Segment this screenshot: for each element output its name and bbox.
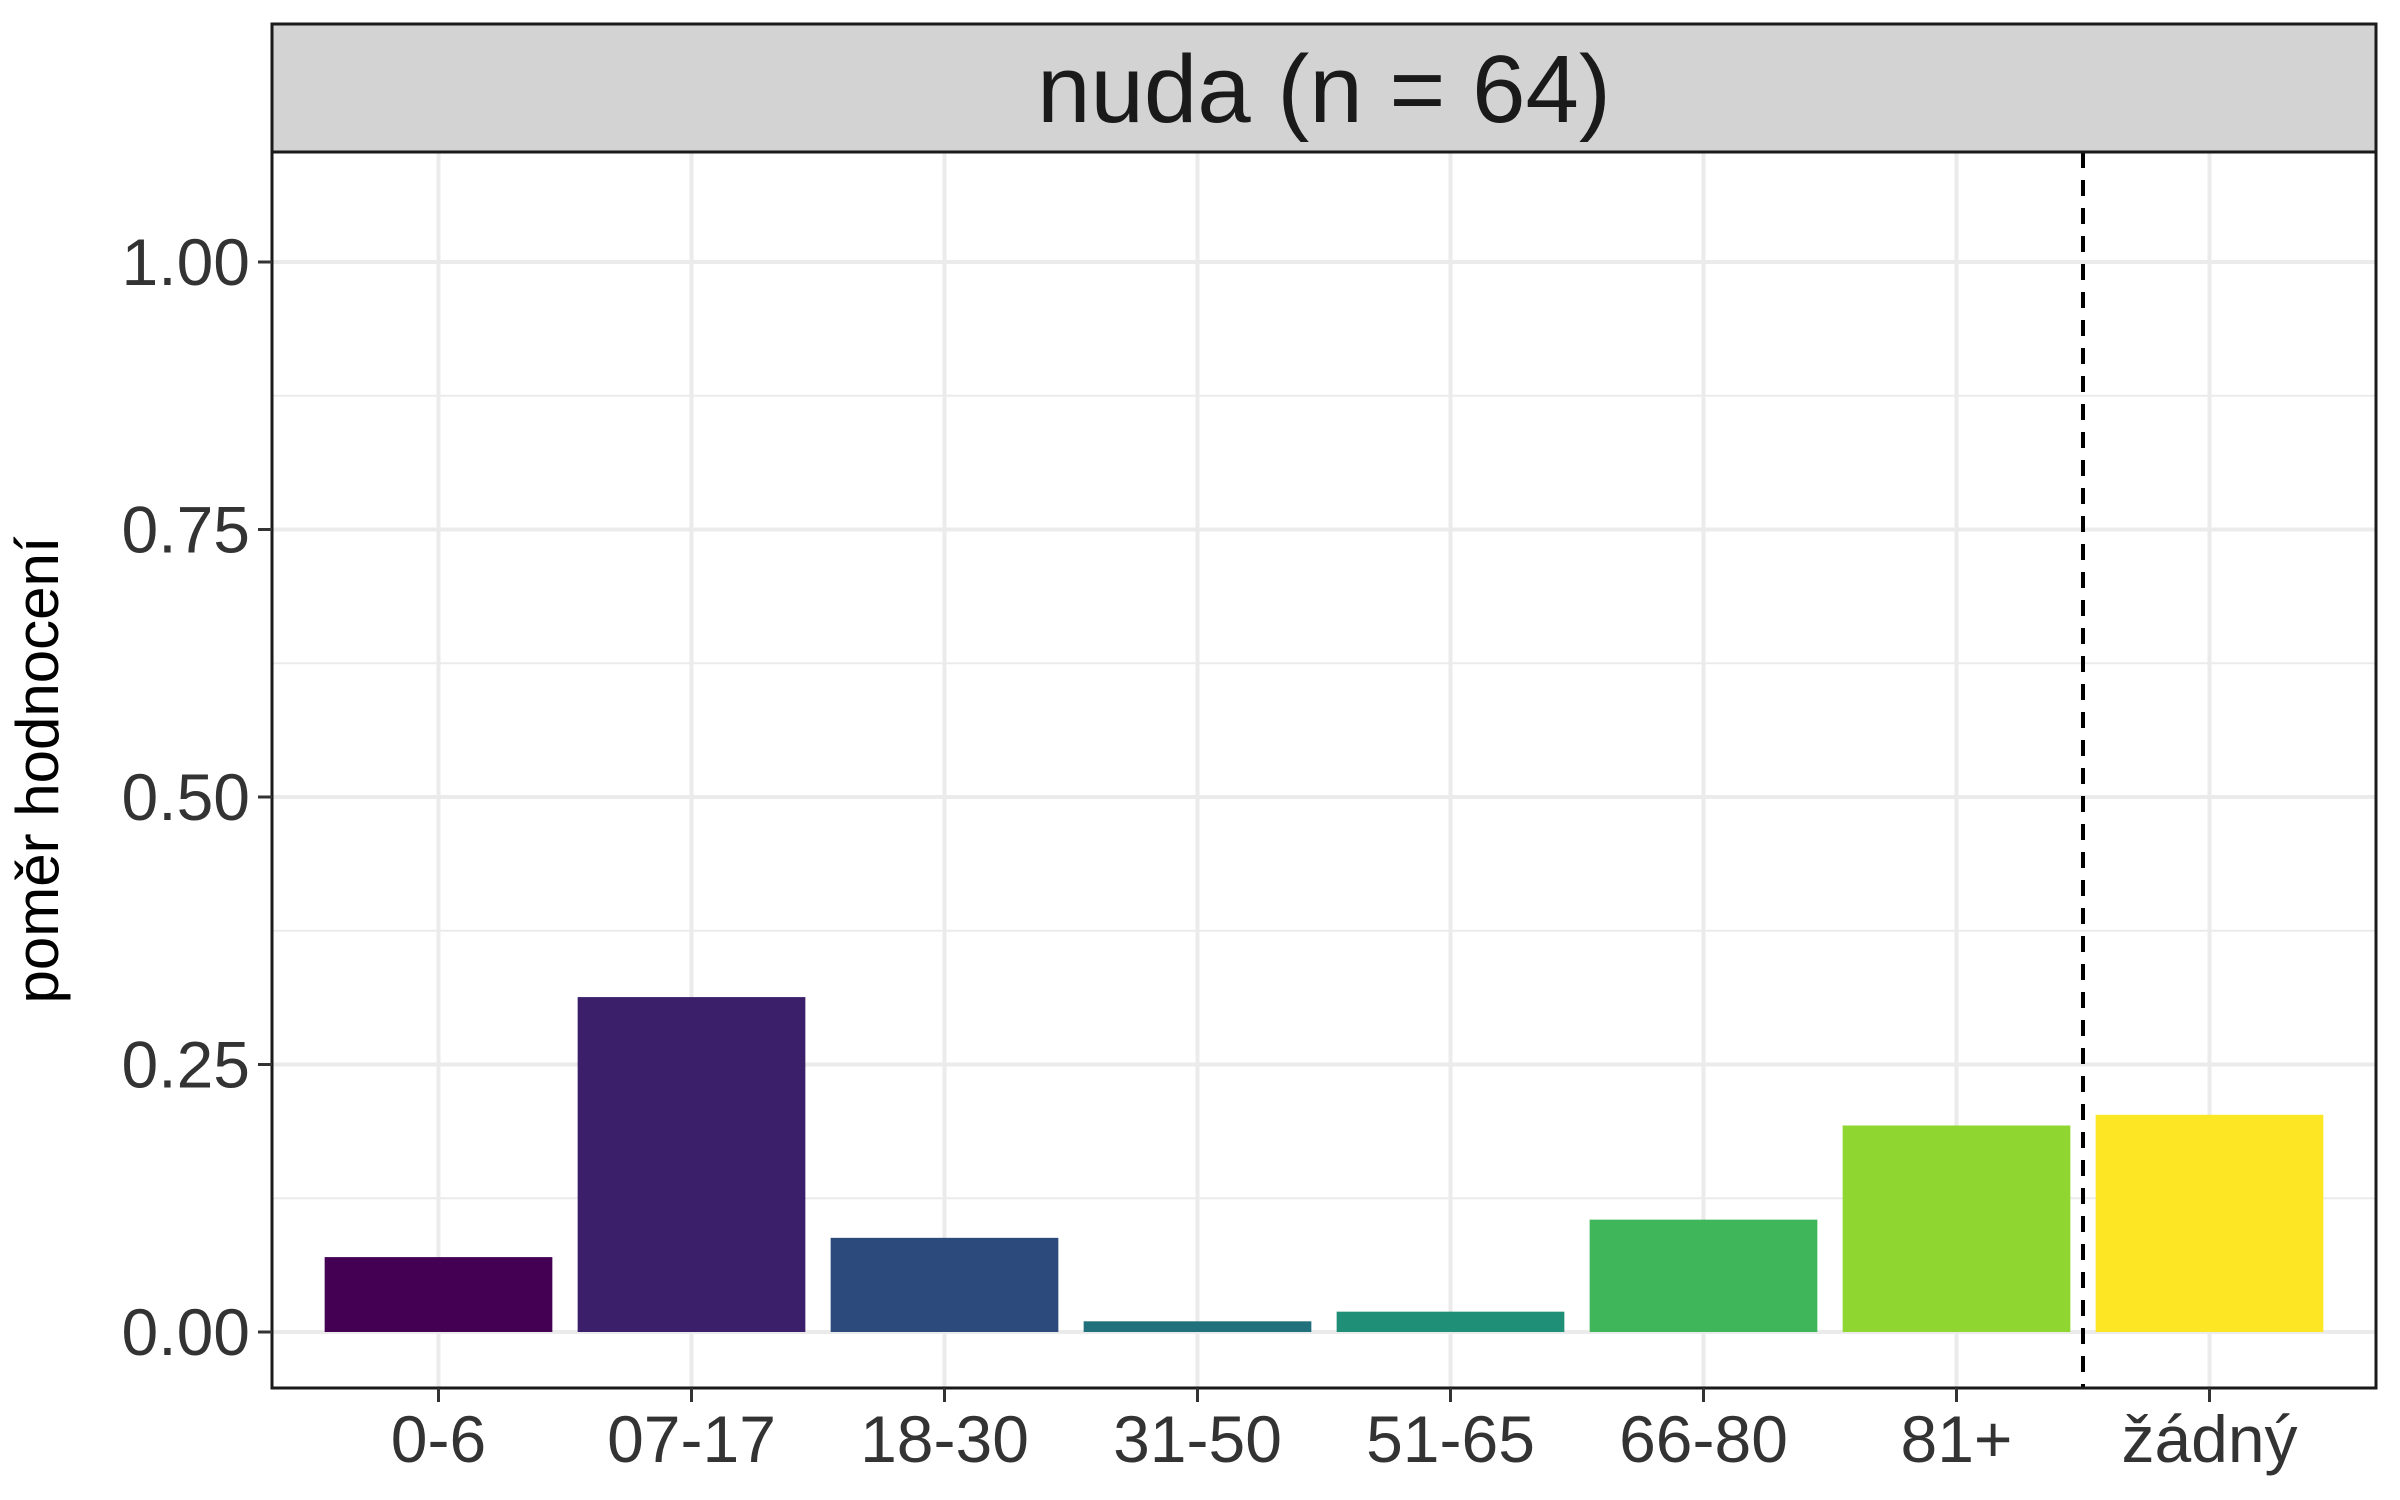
bar-31-50 (1083, 1321, 1312, 1332)
bars (324, 997, 2324, 1332)
x-tick-label: 07-17 (607, 1402, 776, 1476)
x-tick-label: 31-50 (1113, 1402, 1282, 1476)
y-tick-label: 0.50 (122, 760, 250, 834)
x-axis: 0-6 07-17 18-30 31-50 51-65 66-80 81+ žádný (391, 1388, 2298, 1476)
x-tick-label: žádný (2121, 1402, 2297, 1476)
y-tick-label: 0.75 (122, 493, 250, 567)
bar-51-65 (1336, 1311, 1565, 1332)
x-tick-label: 66-80 (1619, 1402, 1788, 1476)
bar-0-6 (324, 1257, 553, 1332)
x-tick-label: 0-6 (391, 1402, 486, 1476)
chart-title: nuda (n = 64) (1037, 36, 1611, 143)
y-axis: 0.00 0.25 0.50 0.75 1.00 (122, 225, 272, 1369)
y-tick-label: 0.25 (122, 1028, 250, 1102)
bar-66-80 (1589, 1219, 1818, 1332)
panel-border (270, 150, 2378, 1390)
x-tick-label: 81+ (1901, 1402, 2013, 1476)
y-tick-label: 0.00 (122, 1295, 250, 1369)
bar-07-17 (577, 997, 806, 1332)
x-tick-label: 51-65 (1366, 1402, 1535, 1476)
bar-81+ (1842, 1125, 2071, 1332)
facet-strip (270, 22, 2378, 154)
bar-18-30 (830, 1237, 1059, 1332)
y-axis-title: poměr hodnocení (4, 536, 71, 1003)
bar-žádný (2095, 1114, 2324, 1332)
y-tick-label: 1.00 (122, 225, 250, 299)
x-tick-label: 18-30 (860, 1402, 1029, 1476)
